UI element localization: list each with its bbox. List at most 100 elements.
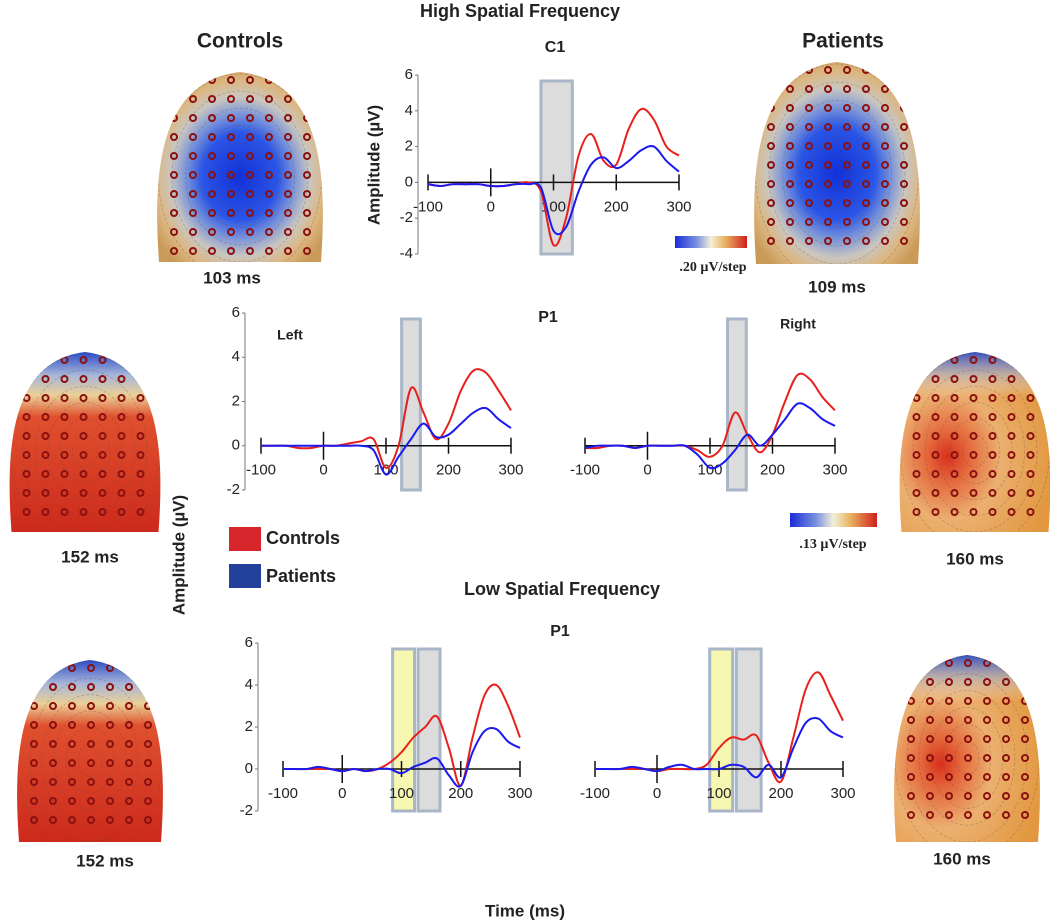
x-tick-label: -100 [580,785,610,802]
electrode [945,697,953,705]
electrode [931,375,940,383]
electrode [983,754,991,762]
electrode [227,133,235,141]
electrode [136,451,145,459]
y-tick-label: 6 [232,304,240,321]
group-header: Patients [802,30,884,53]
electrode [117,489,126,497]
electrode [49,778,57,786]
erp-line [282,683,521,787]
contour [77,743,103,777]
x-tick-label: 200 [436,462,461,479]
electrode [926,659,934,667]
electrode [862,104,870,112]
erp-line [594,716,844,779]
x-tick-label: 200 [768,785,793,802]
electrode [964,716,972,724]
electrode [824,104,832,112]
electrode [22,470,31,478]
electrode [49,816,57,824]
electrode [786,218,794,226]
electrode [843,180,851,188]
electrode [68,664,76,672]
electrode [303,133,311,141]
y-tick-label: 0 [232,437,240,454]
electrode [246,190,254,198]
electrode [30,740,38,748]
electrode [964,678,972,686]
electrode [950,489,959,497]
electrode [988,489,997,497]
contour [198,124,282,229]
x-tick-label: 300 [822,462,847,479]
electrode [969,508,978,516]
electrode [881,104,889,112]
electrode [1007,489,1016,497]
electrode [983,773,991,781]
electrode [805,85,813,93]
electrode [1002,659,1010,667]
electrode [900,142,908,150]
legend-swatch [229,527,261,551]
electrodes [894,656,1040,842]
electrode [824,142,832,150]
topomap-label: 152 ms [76,851,134,870]
head-map [9,352,161,532]
electrode [824,237,832,245]
electrode [926,811,934,819]
electrode [988,508,997,516]
electrode [98,394,107,402]
time-window [708,647,735,813]
y-tick-label: 2 [405,138,413,155]
electrode [900,66,908,74]
electrode [41,356,50,364]
electrode [246,114,254,122]
electrode [907,754,915,762]
electrode [125,721,133,729]
electrode [1021,716,1029,724]
electrode [931,451,940,459]
electrode [1026,432,1035,440]
contour [65,726,115,794]
electrode [969,375,978,383]
electrode [125,759,133,767]
y-axis-label: Amplitude (µV) [169,495,188,615]
erp-line [584,402,836,470]
electrode [907,716,915,724]
electrode [931,413,940,421]
electrode [900,199,908,207]
electrode [1021,735,1029,743]
electrode [284,228,292,236]
electrode [246,171,254,179]
electrode [907,659,915,667]
electrode [246,228,254,236]
electrode [786,180,794,188]
electrode [843,218,851,226]
contour [35,385,135,517]
electrode [170,114,178,122]
head-map [17,660,163,842]
contour [795,118,879,228]
electrode [969,394,978,402]
electrode [1026,508,1035,516]
electrode [786,104,794,112]
electrode [862,66,870,74]
electrode [117,451,126,459]
electrode [30,797,38,805]
electrode [79,508,88,516]
electrode [208,247,216,255]
electrode [68,702,76,710]
electrode [950,508,959,516]
electrode [189,76,197,84]
electrode [49,721,57,729]
electrode [170,133,178,141]
electrode [246,247,254,255]
electrode [945,678,953,686]
electrode [265,152,273,160]
y-tick-label: -2 [240,802,253,819]
electrode [926,773,934,781]
electrode [125,683,133,691]
y-axis-label: Amplitude (µV) [364,105,383,225]
electrode [68,759,76,767]
electrode [931,394,940,402]
